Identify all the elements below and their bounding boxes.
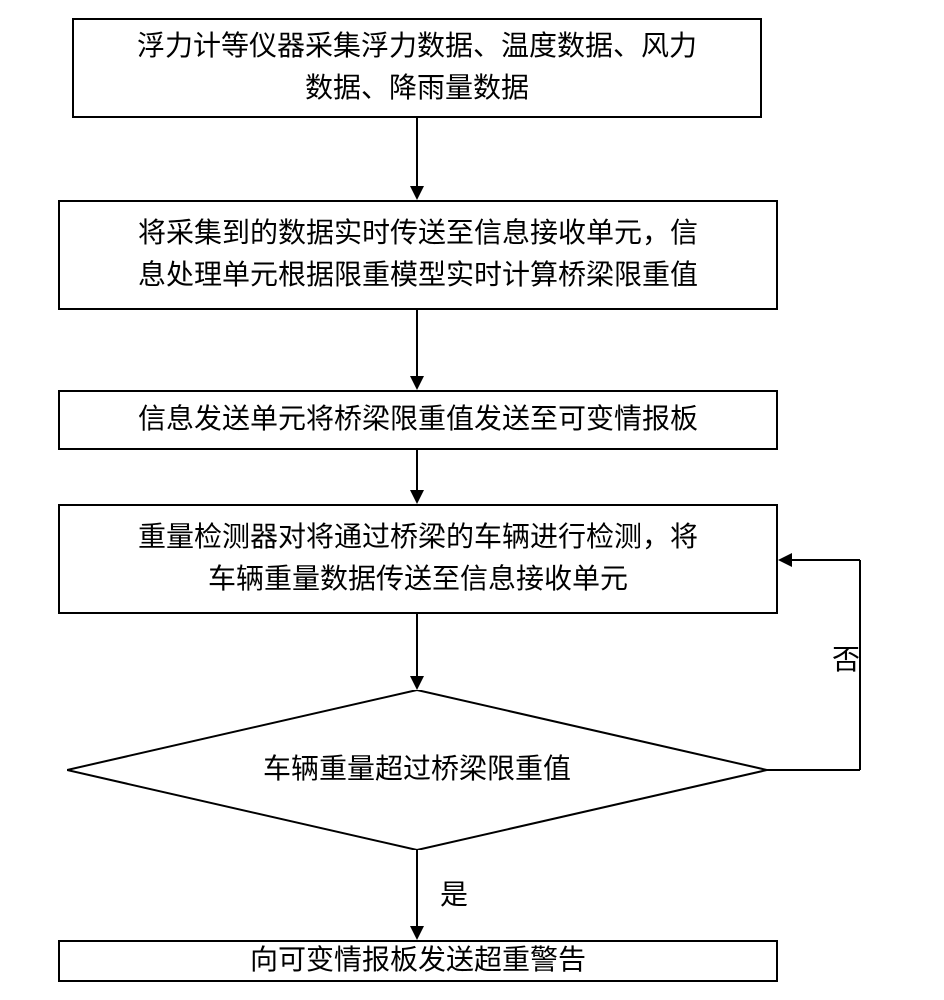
process-step-6: 向可变情报板发送超重警告 [58,940,778,982]
arrow-decision-no [0,0,944,1000]
label-no: 否 [832,638,860,678]
process-text: 向可变情报板发送超重警告 [250,940,586,982]
